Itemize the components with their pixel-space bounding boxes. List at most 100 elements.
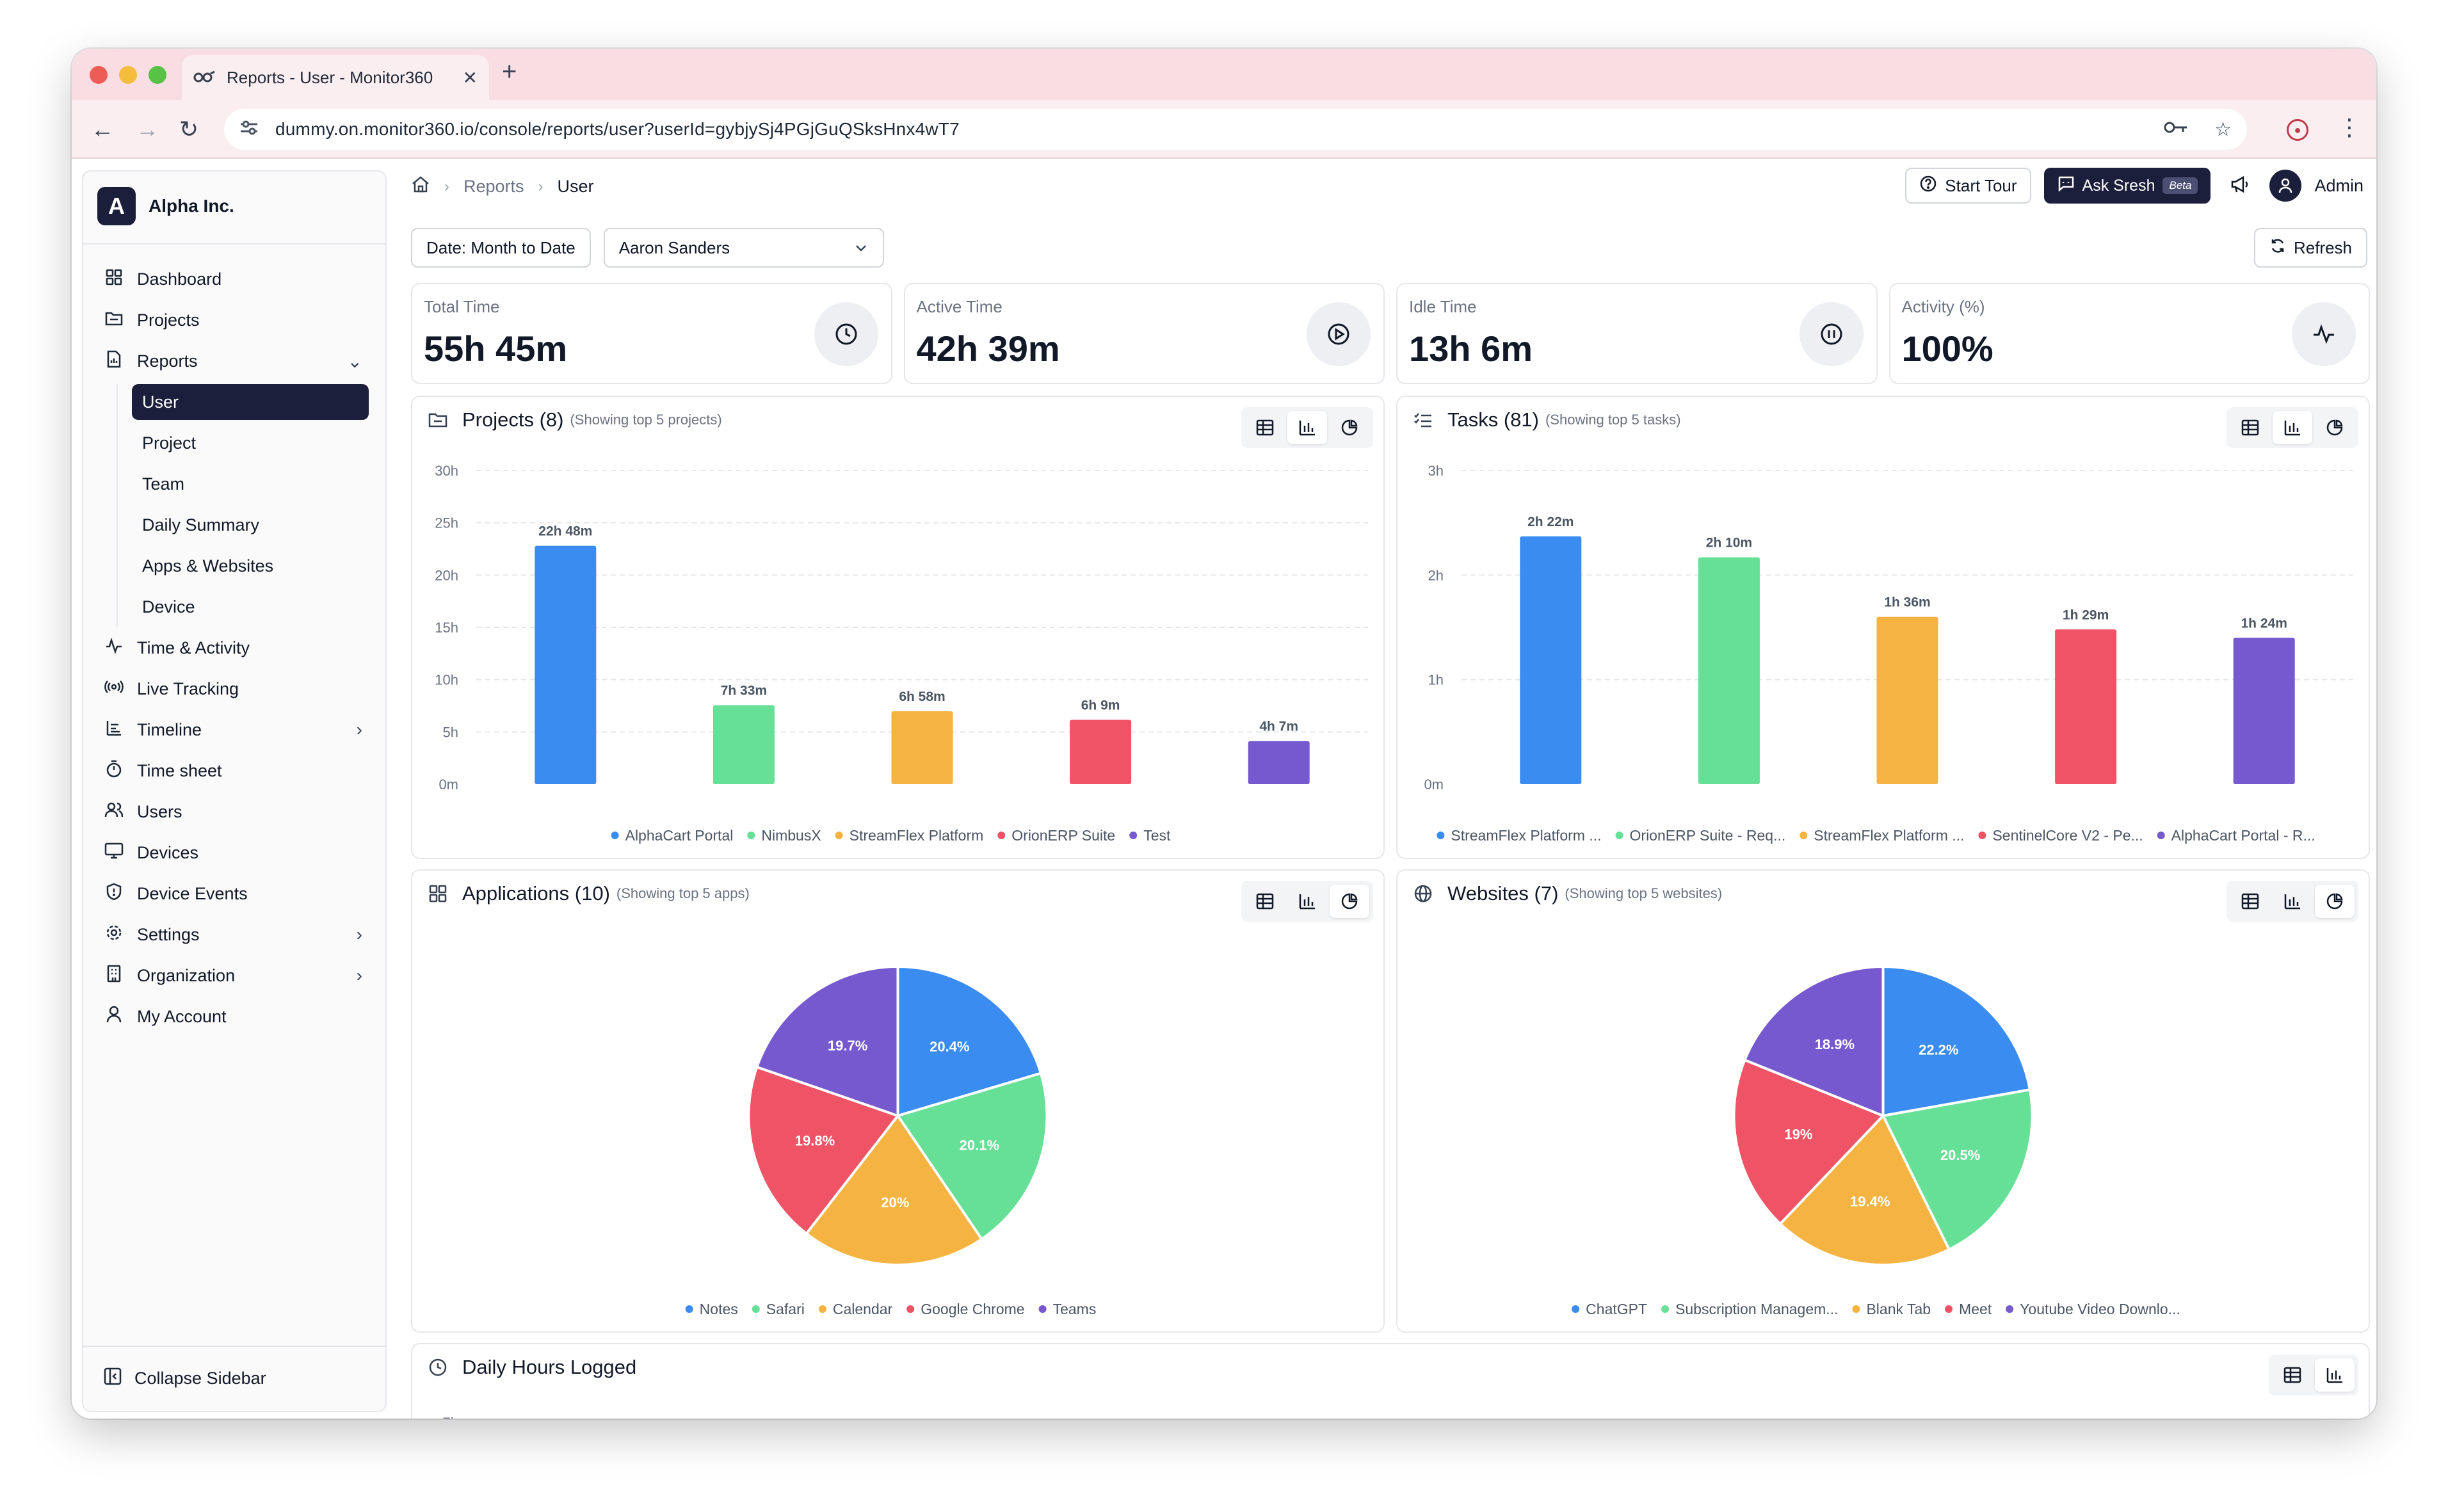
legend-label: Subscription Managem... bbox=[1675, 1301, 1838, 1317]
table-view-button[interactable] bbox=[1245, 885, 1285, 918]
url-text[interactable]: dummy.on.monitor360.io/console/reports/u… bbox=[275, 119, 960, 139]
table-icon bbox=[2241, 893, 2259, 910]
collapse-sidebar-label: Collapse Sidebar bbox=[134, 1369, 266, 1388]
user-icon bbox=[2279, 178, 2292, 193]
bar-data-label: 2h 10m bbox=[1706, 536, 1752, 551]
pie-view-button[interactable] bbox=[1330, 885, 1369, 918]
table-view-button[interactable] bbox=[2230, 885, 2270, 918]
sidebar-item-my-account[interactable]: My Account bbox=[100, 996, 369, 1037]
refresh-button[interactable]: Refresh bbox=[2253, 228, 2367, 268]
bar-view-button[interactable] bbox=[2273, 885, 2312, 918]
sidebar-item-label: Timeline bbox=[137, 720, 202, 739]
subnav-item-apps-websites[interactable]: Apps & Websites bbox=[142, 556, 274, 575]
sidebar-item-organization[interactable]: Organization › bbox=[100, 955, 369, 996]
legend-item: Test bbox=[1129, 827, 1171, 844]
chart-legend: Notes Safari Calendar Google Chrome Teams bbox=[685, 1301, 1096, 1317]
sidebar-item-label: Live Tracking bbox=[137, 679, 239, 698]
maximize-window-button[interactable] bbox=[149, 66, 166, 84]
bar-view-button[interactable] bbox=[1287, 885, 1327, 918]
sidebar-item-label: Users bbox=[137, 801, 182, 821]
legend-label: AlphaCart Portal bbox=[625, 827, 734, 844]
subnav-item-device[interactable]: Device bbox=[142, 597, 195, 616]
sidebar: A Alpha Inc. Dashboard Projects Reports … bbox=[82, 170, 387, 1412]
bar-view-button[interactable] bbox=[2315, 1358, 2355, 1392]
sidebar-item-label: Projects bbox=[137, 310, 200, 330]
address-bar[interactable]: dummy.on.monitor360.io/console/reports/u… bbox=[224, 109, 2247, 150]
subnav-item-project[interactable]: Project bbox=[142, 433, 197, 453]
pie-data-label: 19.8% bbox=[795, 1133, 835, 1149]
sidebar-item-timesheet[interactable]: Time sheet bbox=[100, 750, 369, 791]
date-filter-button[interactable]: Date: Month to Date bbox=[411, 228, 591, 268]
reload-icon[interactable]: ↻ bbox=[179, 116, 199, 142]
pie-data-label: 20% bbox=[881, 1194, 909, 1210]
sidebar-item-devices[interactable]: Devices bbox=[100, 832, 369, 873]
pie-chart-icon bbox=[2326, 419, 2343, 436]
pie-slice bbox=[1778, 1113, 1951, 1266]
subnav-item-team[interactable]: Team bbox=[142, 474, 185, 494]
org-switcher[interactable]: A Alpha Inc. bbox=[97, 187, 234, 225]
megaphone-icon[interactable] bbox=[2230, 175, 2250, 197]
table-view-button[interactable] bbox=[2230, 411, 2270, 444]
tab-close-icon[interactable]: ✕ bbox=[462, 67, 478, 88]
sidebar-item-dashboard[interactable]: Dashboard bbox=[100, 259, 369, 300]
new-tab-button[interactable]: + bbox=[502, 58, 517, 86]
breadcrumb-reports[interactable]: Reports bbox=[463, 177, 524, 196]
admin-label[interactable]: Admin bbox=[2314, 175, 2363, 195]
bar bbox=[2233, 638, 2295, 784]
subnav-item-daily-summary[interactable]: Daily Summary bbox=[142, 515, 260, 535]
legend-label: Google Chrome bbox=[921, 1301, 1024, 1317]
avatar[interactable] bbox=[2269, 170, 2302, 202]
home-icon[interactable] bbox=[411, 175, 430, 198]
applications-card: Applications (10) (Showing top 5 apps) 2… bbox=[411, 869, 1385, 1333]
applications-pie-chart: 20.4% 20.1% 20% 19.8% 19.7% Notes Safari Calend… bbox=[685, 965, 1096, 1317]
sidebar-item-projects[interactable]: Projects bbox=[100, 300, 369, 341]
sidebar-item-time-activity[interactable]: Time & Activity bbox=[100, 627, 369, 668]
password-key-icon[interactable] bbox=[2163, 118, 2189, 140]
pie-view-button[interactable] bbox=[1330, 411, 1369, 444]
profile-icon[interactable]: ● bbox=[2287, 119, 2308, 141]
pie-slice bbox=[1881, 1088, 2034, 1251]
minimize-window-button[interactable] bbox=[119, 66, 137, 84]
chart-legend: ChatGPT Subscription Managem... Blank Tab M… bbox=[1572, 1301, 2180, 1317]
websites-pie-chart: 22.2% 20.5% 19.4% 19% 18.9% ChatGPT Subscripti… bbox=[1572, 965, 2180, 1317]
pie-data-label: 19% bbox=[1784, 1127, 1812, 1143]
clock-icon bbox=[814, 302, 878, 366]
pie-slice bbox=[1743, 965, 1885, 1118]
pie-slice bbox=[896, 965, 1043, 1118]
user-select[interactable]: Aaron Sanders bbox=[603, 228, 884, 268]
table-view-button[interactable] bbox=[1245, 411, 1285, 444]
start-tour-button[interactable]: Start Tour bbox=[1905, 168, 2031, 204]
sidebar-item-timeline[interactable]: Timeline › bbox=[100, 709, 369, 750]
browser-tab[interactable]: Reports - User - Monitor360 ✕ bbox=[182, 55, 489, 100]
legend-label: Blank Tab bbox=[1866, 1301, 1931, 1317]
sidebar-item-reports[interactable]: Reports ⌄ bbox=[100, 341, 369, 382]
sidebar-collapse-icon bbox=[104, 1367, 122, 1390]
back-icon[interactable]: ← bbox=[91, 116, 114, 142]
close-window-button[interactable] bbox=[90, 66, 108, 84]
collapse-sidebar-button[interactable]: Collapse Sidebar bbox=[104, 1367, 266, 1390]
legend-item: SentinelCore V2 - Pe... bbox=[1978, 827, 2143, 844]
legend-swatch bbox=[1615, 832, 1623, 839]
ask-sresh-button[interactable]: Ask Sresh Beta bbox=[2043, 168, 2211, 204]
legend-label: Youtube Video Downlo... bbox=[2020, 1301, 2180, 1317]
sidebar-item-device-events[interactable]: Device Events bbox=[100, 873, 369, 914]
bar bbox=[1248, 741, 1310, 784]
pie-data-label: 19.7% bbox=[828, 1038, 867, 1054]
pie-data-label: 20.1% bbox=[960, 1137, 999, 1153]
pie-view-button[interactable] bbox=[2315, 411, 2355, 444]
bookmark-star-icon[interactable]: ☆ bbox=[2214, 118, 2232, 140]
table-view-button[interactable] bbox=[2273, 1358, 2312, 1392]
legend-swatch bbox=[2157, 832, 2165, 839]
forward-icon[interactable]: → bbox=[136, 116, 159, 142]
bar-view-button[interactable] bbox=[2273, 411, 2312, 444]
daily-hours-card: Daily Hours Logged 7h bbox=[411, 1343, 2370, 1419]
browser-menu-icon[interactable]: ⋮ bbox=[2338, 114, 2361, 140]
sidebar-item-settings[interactable]: Settings › bbox=[100, 914, 369, 955]
sidebar-item-label: Time & Activity bbox=[137, 638, 250, 657]
pie-view-button[interactable] bbox=[2315, 885, 2355, 918]
site-info-icon[interactable] bbox=[239, 119, 259, 140]
sidebar-item-live-tracking[interactable]: Live Tracking bbox=[100, 668, 369, 709]
bar-view-button[interactable] bbox=[1287, 411, 1327, 444]
sidebar-item-users[interactable]: Users bbox=[100, 791, 369, 832]
subnav-item-user[interactable]: User bbox=[132, 384, 369, 420]
